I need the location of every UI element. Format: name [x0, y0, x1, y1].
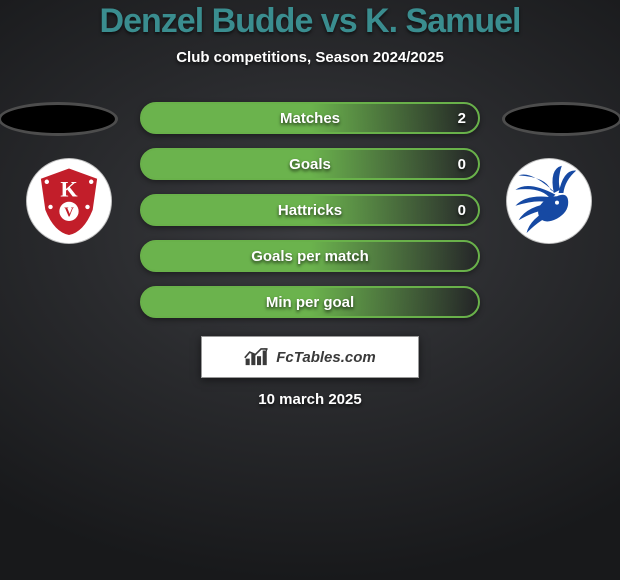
stat-label: Goals per match	[142, 242, 478, 270]
player-silhouette-left	[0, 102, 118, 136]
stat-value-right: 2	[458, 104, 466, 132]
content-area: K V	[0, 66, 620, 580]
stat-row: Goals0	[140, 148, 480, 180]
branding-text: FcTables.com	[276, 349, 375, 366]
stats-column: Matches2Goals0Hattricks0Goals per matchM…	[140, 102, 480, 318]
club-crest-right	[506, 158, 592, 244]
stat-label: Hattricks	[142, 196, 478, 224]
page-title: Denzel Budde vs K. Samuel	[100, 2, 521, 41]
stat-row: Hattricks0	[140, 194, 480, 226]
stat-label: Min per goal	[142, 288, 478, 316]
stat-row: Min per goal	[140, 286, 480, 318]
bars-icon	[244, 346, 270, 368]
date-footer: 10 march 2025	[258, 391, 361, 408]
stat-row: Goals per match	[140, 240, 480, 272]
stat-label: Matches	[142, 104, 478, 132]
svg-text:K: K	[60, 177, 78, 202]
indian-head-icon	[509, 161, 589, 241]
stat-label: Goals	[142, 150, 478, 178]
shield-icon: K V	[32, 164, 106, 238]
stat-value-right: 0	[458, 196, 466, 224]
branding-badge: FcTables.com	[201, 336, 419, 378]
subtitle: Club competitions, Season 2024/2025	[176, 49, 444, 66]
svg-text:V: V	[64, 205, 74, 220]
club-crest-left: K V	[26, 158, 112, 244]
player-silhouette-right	[502, 102, 620, 136]
stat-row: Matches2	[140, 102, 480, 134]
stat-value-right: 0	[458, 150, 466, 178]
